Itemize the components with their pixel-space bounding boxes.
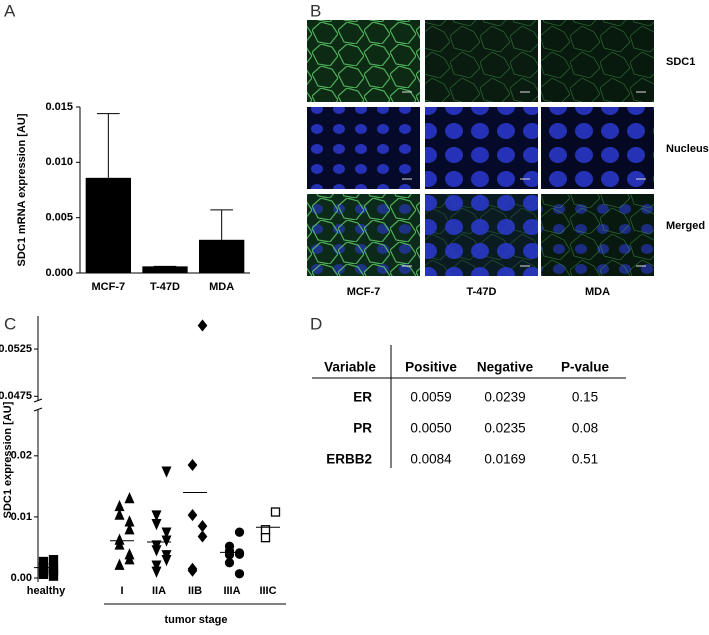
table-row-label: ER — [353, 390, 372, 405]
y-tick-label: 0.000 — [45, 267, 73, 279]
column-label: MDA — [585, 286, 610, 298]
panel-label: C — [4, 314, 16, 333]
panel-label: B — [310, 1, 321, 20]
data-point — [151, 510, 162, 522]
micrograph-texture — [541, 107, 654, 189]
table-cell: 0.0050 — [410, 421, 451, 436]
data-point — [187, 564, 198, 577]
table-cell: 0.15 — [572, 390, 598, 405]
table-cell: 0.51 — [572, 452, 598, 467]
micrograph-texture — [425, 194, 538, 276]
data-point — [151, 566, 162, 578]
data-point — [114, 558, 125, 570]
data-point — [114, 538, 125, 550]
data-point — [161, 535, 172, 547]
data-point — [124, 523, 135, 535]
data-point — [161, 466, 172, 478]
panel-label: A — [4, 1, 16, 20]
x-tick-label: IIB — [188, 585, 202, 597]
data-point — [187, 509, 198, 522]
y-tick-label: 0.01 — [11, 511, 32, 523]
data-point — [270, 507, 281, 517]
y-tick-label: 0.00 — [11, 572, 32, 584]
data-point — [151, 518, 162, 531]
x-tick-label: MDA — [209, 281, 234, 293]
data-point — [234, 549, 245, 559]
x-tick-label: T-47D — [150, 281, 180, 293]
panel-label: D — [310, 314, 322, 333]
data-point — [114, 508, 125, 520]
data-point — [48, 555, 59, 565]
table-row-label: PR — [353, 421, 372, 436]
y-tick-label: 0.015 — [45, 101, 73, 113]
table-cell: 0.0169 — [484, 452, 525, 467]
y-tick-label: 0.0475 — [0, 390, 32, 402]
micrograph-texture — [307, 194, 420, 276]
axis-break — [33, 398, 43, 403]
data-point — [260, 533, 271, 543]
y-tick-label: 0.010 — [45, 156, 73, 168]
data-point — [197, 520, 208, 533]
x-axis-label: tumor stage — [165, 614, 228, 626]
micrograph-grid: SDC1 Nucleus Merged MCF-7 T-47D MDA — [307, 20, 709, 298]
y-tick-label: 0.0525 — [0, 343, 32, 355]
row-label: Merged — [666, 220, 705, 232]
axis-break — [33, 407, 43, 412]
table-cell: 0.0084 — [410, 452, 452, 467]
x-tick-label: healthy — [27, 585, 66, 597]
table-cell: 0.08 — [572, 421, 598, 436]
table-header: Positive — [405, 360, 457, 375]
micrograph-texture — [541, 20, 654, 102]
column-label: MCF-7 — [347, 286, 381, 298]
bar — [142, 266, 188, 273]
x-tick-label: MCF-7 — [92, 281, 126, 293]
y-axis-label: SDC1 expression [AU] — [2, 401, 14, 518]
micrograph-texture — [307, 107, 420, 189]
row-label: Nucleus — [666, 143, 709, 155]
data-point — [151, 560, 162, 572]
data-point — [187, 458, 198, 472]
data-point — [197, 319, 208, 332]
data-point — [124, 491, 135, 504]
y-axis-label: SDC1 mRNA expression [AU] — [16, 113, 28, 266]
x-tick-label: I — [120, 585, 123, 597]
row-label: SDC1 — [666, 56, 695, 68]
micrograph-texture — [425, 20, 538, 102]
data-point — [224, 558, 235, 568]
x-tick-label: IIA — [152, 585, 166, 597]
table-cell: 0.0059 — [410, 390, 451, 405]
data-point — [161, 555, 172, 567]
micrograph-texture — [541, 194, 654, 276]
table-row-label: ERBB2 — [326, 452, 372, 467]
table-header: Negative — [477, 360, 534, 375]
data-point — [151, 545, 162, 557]
table-cell: 0.0235 — [484, 421, 525, 436]
micrograph-texture — [307, 20, 420, 102]
y-tick-label: 0.005 — [45, 212, 73, 224]
data-point — [234, 527, 245, 537]
x-tick-label: IIIC — [259, 585, 276, 597]
data-point — [161, 527, 172, 539]
data-point — [197, 530, 208, 543]
data-point — [48, 571, 59, 581]
micrograph-texture — [425, 107, 538, 189]
table-header: P-value — [561, 360, 610, 375]
data-point — [124, 553, 135, 565]
y-tick-label: 0.02 — [11, 450, 32, 462]
bar — [85, 177, 131, 273]
bar — [199, 239, 245, 273]
table-header: Variable — [324, 360, 376, 375]
data-point — [234, 569, 245, 579]
table-cell: 0.0239 — [484, 390, 525, 405]
data-point — [38, 569, 49, 579]
column-label: T-47D — [467, 286, 497, 298]
x-tick-label: IIIA — [223, 585, 240, 597]
